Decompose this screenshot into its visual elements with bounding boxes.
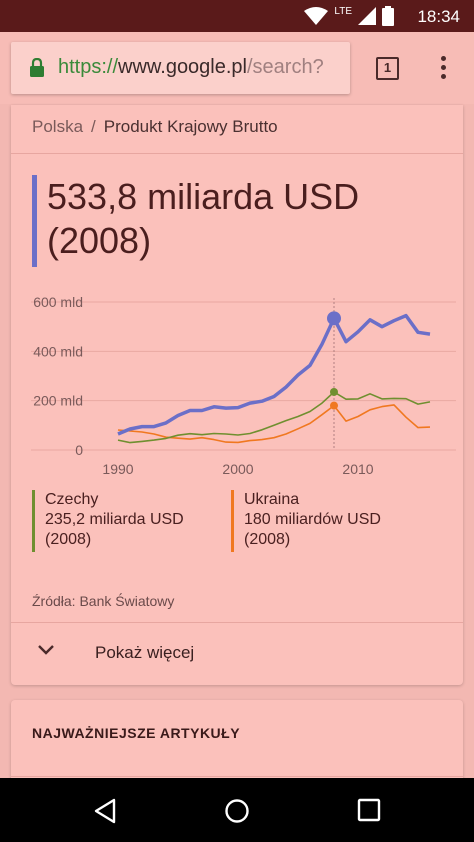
status-bar: LTE 18:34 [0, 0, 474, 32]
card-divider [11, 622, 463, 623]
breadcrumb: Polska / Produkt Krajowy Brutto [32, 117, 278, 137]
recents-icon[interactable] [357, 798, 381, 822]
legend-name: Ukraina [244, 491, 300, 508]
legend-year: (2008) [45, 531, 92, 548]
show-more-label: Pokaż więcej [95, 643, 195, 662]
card-divider [11, 153, 463, 154]
overflow-menu-button[interactable] [434, 56, 452, 84]
main-value-year: (2008) [47, 220, 152, 261]
card-divider [11, 776, 463, 777]
articles-card: NAJWAŻNIEJSZE ARTYKUŁY [11, 700, 463, 790]
series-line-polska [117, 313, 431, 436]
menu-dot-icon [440, 56, 446, 61]
address-bar[interactable]: https://www.google.pl/search? [11, 42, 350, 94]
breadcrumb-country[interactable]: Polska [32, 117, 84, 136]
series-line-czechy [117, 391, 431, 444]
status-icons: LTE [304, 5, 394, 27]
highlight-point-polska [327, 311, 341, 326]
battery-icon [382, 6, 394, 26]
browser-toolbar: https://www.google.pl/search? 1 [0, 32, 474, 104]
url-path: /search? [247, 56, 324, 78]
highlight-point-czechy [330, 387, 338, 396]
y-tick-label: 0 [75, 442, 83, 458]
url-host: www.google.pl [118, 56, 247, 78]
tab-switcher-button[interactable]: 1 [376, 57, 399, 80]
network-type-label: LTE [334, 5, 352, 17]
legend-value: 235,2 miliarda USD [45, 511, 184, 528]
legend-value: 180 miliardów USD [244, 511, 381, 528]
menu-dot-icon [440, 74, 446, 79]
x-tick-label: 2010 [342, 461, 373, 477]
home-icon[interactable] [224, 798, 250, 824]
menu-dot-icon [440, 65, 446, 70]
legend-year: (2008) [244, 531, 291, 548]
legend-item-ukraina[interactable]: Ukraina 180 miliardów USD (2008) [231, 490, 381, 552]
y-tick-label: 400 mld [33, 343, 83, 359]
gdp-card: Polska / Produkt Krajowy Brutto 533,8 mili… [11, 105, 463, 685]
x-tick-label: 1990 [102, 461, 133, 477]
articles-heading: NAJWAŻNIEJSZE ARTYKUŁY [32, 725, 241, 741]
signal-icon [358, 7, 376, 25]
breadcrumb-separator: / [91, 117, 96, 136]
source-text: Źródła: Bank Światowy [32, 593, 175, 609]
main-value-amount: 533,8 miliarda USD [47, 176, 360, 217]
highlight-point-ukraina [330, 401, 338, 410]
url-scheme: https:// [58, 56, 119, 78]
back-icon[interactable] [93, 798, 117, 824]
gdp-line-chart[interactable]: 600 mld 400 mld 200 mld 0 1990 2000 2010 [11, 290, 463, 485]
y-tick-label: 200 mld [33, 393, 83, 409]
y-tick-label: 600 mld [33, 294, 83, 310]
legend-item-czechy[interactable]: Czechy 235,2 miliarda USD (2008) [32, 490, 184, 552]
status-time: 18:34 [417, 7, 460, 26]
main-value: 533,8 miliarda USD (2008) [32, 175, 359, 267]
lock-icon [30, 58, 44, 77]
show-more-button[interactable]: Pokaż więcej [11, 622, 463, 685]
legend-name: Czechy [45, 491, 99, 508]
breadcrumb-topic: Produkt Krajowy Brutto [103, 117, 278, 136]
chevron-down-icon [38, 645, 54, 655]
x-tick-label: 2000 [222, 461, 253, 477]
system-nav-bar [0, 778, 474, 842]
wifi-icon [304, 7, 329, 25]
url-text[interactable]: https://www.google.pl/search? [58, 56, 344, 79]
